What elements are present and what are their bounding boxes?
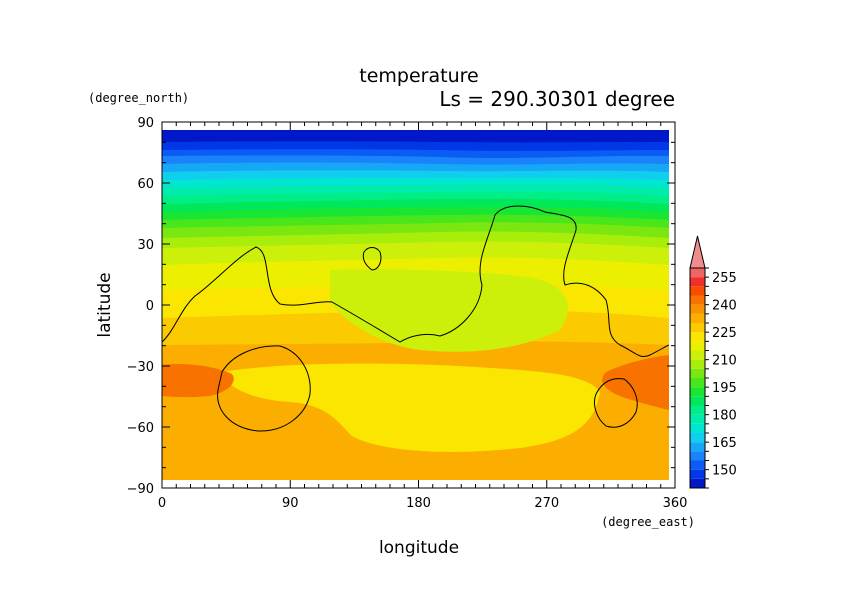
field-band-orange-east [602, 355, 669, 410]
colorbar-tick-label: 210 [712, 354, 737, 369]
colorbar-cell [690, 286, 705, 296]
colorbar-tick-label: 180 [712, 409, 737, 424]
field-band-yellow-south [220, 363, 600, 452]
colorbar-tick-label: 225 [712, 326, 737, 341]
colorbar-cell [690, 442, 705, 452]
x-tick-label: 360 [663, 496, 688, 511]
colorbar-cell [690, 423, 705, 433]
x-axis-ticks: 0 90 180 270 360 [158, 122, 688, 511]
contour-crater-east [593, 378, 638, 428]
colorbar-cell [690, 323, 705, 333]
colorbar-cell [690, 469, 705, 479]
colorbar-cell [690, 295, 705, 305]
x-tick-label: 0 [158, 496, 166, 511]
y-axis-label: latitude [95, 272, 115, 337]
colorbar-cell [690, 378, 705, 388]
x-tick-label: 180 [406, 496, 431, 511]
colorbar-tick-label: 165 [712, 436, 737, 451]
x-unit-label: (degree_east) [601, 515, 695, 529]
colorbar-cell [690, 268, 705, 278]
colorbar-tick-label: 255 [712, 271, 737, 286]
y-tick-label: 60 [137, 177, 154, 192]
colorbar-cell [690, 460, 705, 470]
temperature-field [162, 130, 669, 480]
colorbar-cell [690, 478, 705, 488]
colorbar-cell [690, 359, 705, 369]
colorbar-extend-max [689, 235, 706, 269]
y-tick-label: −90 [127, 482, 154, 497]
x-tick-label: 270 [534, 496, 559, 511]
colorbar: 150 165 180 195 210 225 240 255 [689, 235, 737, 489]
y-tick-label: −60 [127, 421, 154, 436]
colorbar-cell [690, 350, 705, 360]
colorbar-cell [690, 332, 705, 342]
y-tick-label: 30 [137, 238, 154, 253]
contour-crater-west [217, 345, 311, 432]
contour-island [362, 247, 382, 271]
colorbar-cell [690, 451, 705, 461]
chart-subtitle: Ls = 290.30301 degree [439, 87, 675, 111]
field-band-orange-west [162, 364, 234, 398]
colorbar-cell [690, 341, 705, 351]
x-axis-label: longitude [379, 538, 459, 558]
chart-title: temperature [359, 65, 478, 87]
colorbar-cell [690, 396, 705, 406]
field-band-darkest-blue [162, 130, 669, 143]
contour-line-main [162, 205, 669, 358]
colorbar-cell [690, 414, 705, 424]
colorbar-cell [690, 387, 705, 397]
x-tick-label: 90 [282, 496, 299, 511]
colorbar-cell [690, 405, 705, 415]
colorbar-cell [690, 313, 705, 323]
contour-overlay [162, 205, 669, 432]
colorbar-cell [690, 304, 705, 314]
colorbar-tick-label: 150 [712, 464, 737, 479]
colorbar-cell [690, 277, 705, 287]
y-tick-label: 90 [137, 116, 154, 131]
y-tick-label: 0 [146, 299, 154, 314]
colorbar-cell [690, 368, 705, 378]
colorbar-tick-label: 195 [712, 381, 737, 396]
field-band-lime-bulge [330, 269, 568, 352]
colorbar-cell [690, 433, 705, 443]
y-unit-label: (degree_north) [88, 91, 189, 105]
y-axis-ticks: 90 60 30 0 −30 −60 −90 [127, 116, 675, 497]
colorbar-tick-label: 240 [712, 299, 737, 314]
y-tick-label: −30 [127, 360, 154, 375]
